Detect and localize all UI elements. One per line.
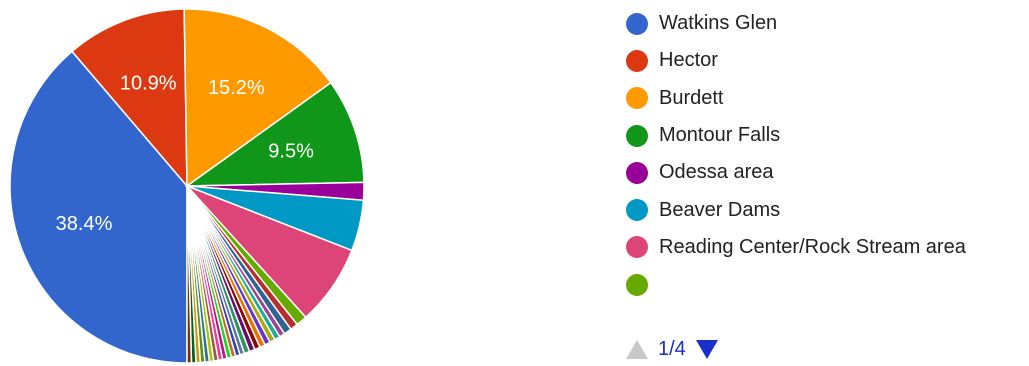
legend-label: Watkins Glen (659, 12, 778, 35)
legend: Watkins Glen Hector Burdett Montour Falls Od… (626, 5, 966, 303)
pie-slice[interactable] (9, 50, 188, 364)
slice-data-label: 15.2% (208, 77, 265, 99)
legend-label: Beaver Dams (659, 198, 781, 221)
legend-pager: 1/4 (626, 338, 718, 361)
legend-label: Burdett (659, 86, 724, 109)
legend-item[interactable]: Watkins Glen (626, 5, 966, 42)
pie-slice[interactable] (186, 185, 193, 364)
legend-label: Reading Center/Rock Stream area (659, 235, 966, 258)
legend-item[interactable]: Montour Falls (626, 117, 966, 154)
legend-item[interactable]: Beaver Dams (626, 191, 966, 228)
next-page-arrow-icon[interactable] (695, 340, 718, 359)
previous-page-arrow-icon[interactable] (626, 340, 648, 359)
pie-chart: 38.4% 10.9% 15.2% 9.5% (9, 8, 365, 364)
legend-swatch-icon (626, 12, 648, 35)
legend-swatch-icon (626, 161, 648, 184)
legend-swatch-icon (626, 199, 648, 222)
legend-item[interactable]: Hector (626, 42, 966, 79)
legend-label: Montour Falls (659, 124, 781, 147)
legend-label: Odessa area (659, 161, 774, 184)
page-indicator: 1/4 (658, 338, 686, 360)
legend-swatch-icon (626, 124, 648, 147)
legend-swatch-icon (626, 49, 648, 72)
legend-item[interactable]: Reading Center/Rock Stream area (626, 229, 966, 266)
legend-item[interactable]: Odessa area (626, 154, 966, 191)
slice-data-label: 10.9% (120, 72, 177, 94)
legend-item[interactable]: Burdett (626, 80, 966, 117)
legend-swatch-icon (626, 236, 648, 259)
legend-item[interactable] (626, 266, 966, 303)
legend-swatch-icon (626, 87, 648, 110)
pie-slice[interactable] (184, 81, 365, 187)
slice-data-label: 38.4% (56, 213, 113, 235)
pie-slice[interactable] (183, 8, 332, 188)
slice-data-label: 9.5% (268, 140, 314, 162)
legend-label: Hector (659, 49, 718, 72)
pie-slice[interactable] (70, 8, 188, 189)
legend-swatch-icon (626, 273, 648, 296)
